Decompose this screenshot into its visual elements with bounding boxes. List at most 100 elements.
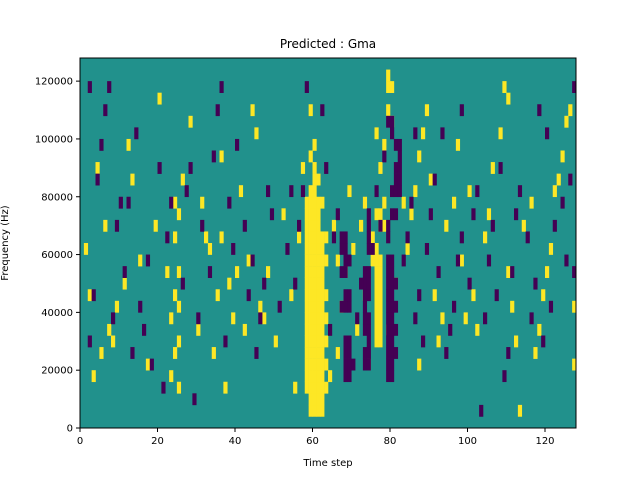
heatmap-cell-low [568, 173, 573, 186]
x-tick-label: 20 [151, 436, 164, 447]
heatmap-cell-low [114, 219, 120, 232]
heatmap-cell-high [304, 370, 309, 383]
heatmap-cell-high [308, 231, 313, 244]
heatmap-cell-high [417, 150, 422, 163]
heatmap-cell-high [312, 162, 317, 174]
heatmap-cell-high [452, 196, 457, 209]
heatmap-cell-low [548, 300, 554, 313]
x-tick-label: 40 [229, 436, 242, 447]
heatmap-cell-high [107, 323, 112, 336]
y-tick-label: 120000 [35, 77, 73, 88]
heatmap-cell-low [390, 277, 395, 290]
heatmap-cell-low [390, 323, 395, 336]
heatmap-cell-low [486, 254, 492, 267]
heatmap-cell-high [312, 208, 317, 221]
heatmap-cell-high [359, 219, 364, 232]
heatmap-cell-high [320, 381, 325, 394]
chart-title: Predicted : Gma [280, 37, 376, 51]
heatmap-cell-high [231, 312, 236, 325]
heatmap-cell-low [428, 208, 433, 221]
heatmap-cell-high [320, 393, 325, 406]
heatmap-cell-high [370, 254, 375, 267]
heatmap-cell-low [386, 358, 391, 371]
x-tick-label: 60 [306, 436, 319, 447]
heatmap-cell-low [366, 231, 371, 244]
heatmap-cell-high [378, 300, 383, 313]
heatmap-cell-low [343, 243, 348, 255]
heatmap-cell-low [328, 323, 333, 336]
heatmap-cell-high [308, 335, 313, 348]
heatmap-cell-high [471, 289, 476, 302]
heatmap-cell-low [207, 266, 213, 278]
heatmap-cell-low [483, 312, 488, 325]
heatmap-cell-low [366, 208, 371, 221]
heatmap-cell-low [169, 196, 174, 209]
heatmap-cell-high [374, 289, 379, 302]
heatmap-cell-high [316, 208, 321, 221]
heatmap-cell-high [355, 323, 360, 336]
y-tick-label: 20000 [41, 366, 73, 377]
heatmap-cell-high [316, 243, 321, 255]
heatmap-cell-high [273, 335, 278, 348]
heatmap-cell-high [378, 289, 383, 302]
heatmap-cell-low [331, 231, 337, 244]
heatmap-cell-high [308, 185, 313, 198]
heatmap-cell-low [366, 266, 371, 278]
heatmap-cell-high [324, 335, 329, 348]
heatmap-cell-high [304, 277, 309, 290]
heatmap-cell-high [173, 196, 178, 209]
heatmap-cell-high [320, 370, 325, 383]
heatmap-cell-high [304, 266, 309, 278]
heatmap-cell-high [254, 127, 259, 140]
heatmap-cell-low [138, 300, 143, 313]
heatmap-cell-low [459, 104, 464, 117]
heatmap-cell-high [374, 335, 379, 348]
heatmap-cell-high [223, 381, 228, 394]
heatmap-cell-high [99, 347, 104, 359]
heatmap-cell-low [347, 347, 352, 359]
heatmap-cell-low [180, 277, 185, 290]
heatmap-cell-high [378, 335, 383, 348]
heatmap-cell-high [560, 150, 565, 163]
heatmap-cell-high [316, 393, 321, 406]
y-tick-label: 80000 [41, 192, 73, 203]
heatmap-cell-high [316, 231, 321, 244]
heatmap-cell-low [455, 254, 461, 267]
y-axis-label: Frequency (Hz) [0, 205, 11, 281]
heatmap-cell-low [529, 312, 534, 325]
heatmap-cell-low [572, 81, 577, 93]
heatmap-cell-low [494, 289, 499, 302]
heatmap-cell-high [138, 254, 143, 267]
heatmap-cell-high [312, 138, 317, 151]
heatmap-cell-high [91, 370, 96, 383]
heatmap-cell-high [316, 312, 321, 325]
heatmap-cell-low [386, 347, 391, 359]
heatmap-cell-high [316, 358, 321, 371]
heatmap-cell-low [362, 289, 368, 302]
heatmap-cell-high [374, 323, 379, 336]
heatmap-cell-low [393, 173, 399, 186]
heatmap-cell-high [382, 138, 387, 151]
heatmap-cell-low [347, 335, 352, 348]
heatmap-cell-high [316, 173, 321, 186]
heatmap-cell-high [374, 300, 379, 313]
heatmap-cell-high [413, 185, 418, 198]
heatmap-cell-low [339, 300, 344, 313]
heatmap-cell-low [390, 185, 395, 198]
heatmap-cell-low [393, 277, 399, 290]
heatmap-cell-high [219, 231, 224, 244]
heatmap-cell-low [366, 358, 371, 371]
heatmap-cell-low [343, 358, 348, 371]
heatmap-cell-high [312, 277, 317, 290]
heatmap-cell-low [386, 231, 391, 244]
heatmap-cell-high [111, 335, 116, 348]
heatmap-cell-low [250, 254, 255, 267]
heatmap-cell-high [324, 289, 329, 302]
heatmap-cell-low [343, 266, 348, 278]
heatmap-cell-low [211, 150, 216, 163]
heatmap-cell-low [401, 254, 406, 267]
heatmap-cell-high [320, 289, 325, 302]
x-tick-label: 0 [77, 436, 83, 447]
heatmap-cell-low [118, 196, 123, 209]
heatmap-cell-low [285, 243, 290, 255]
